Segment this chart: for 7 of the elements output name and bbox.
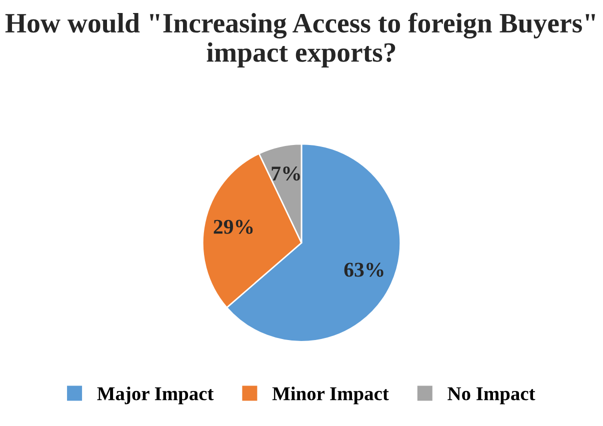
data-label: 7%: [272, 166, 300, 181]
legend-label: Major Impact: [97, 386, 214, 404]
legend-label: No Impact: [448, 387, 536, 404]
data-label: 29%: [214, 220, 253, 234]
chart-title: How would "Increasing Access to foreign Buyers" impact exports?: [5, 12, 595, 68]
legend-label: Minor Impact: [272, 386, 389, 404]
data-label: 63%: [344, 262, 384, 277]
